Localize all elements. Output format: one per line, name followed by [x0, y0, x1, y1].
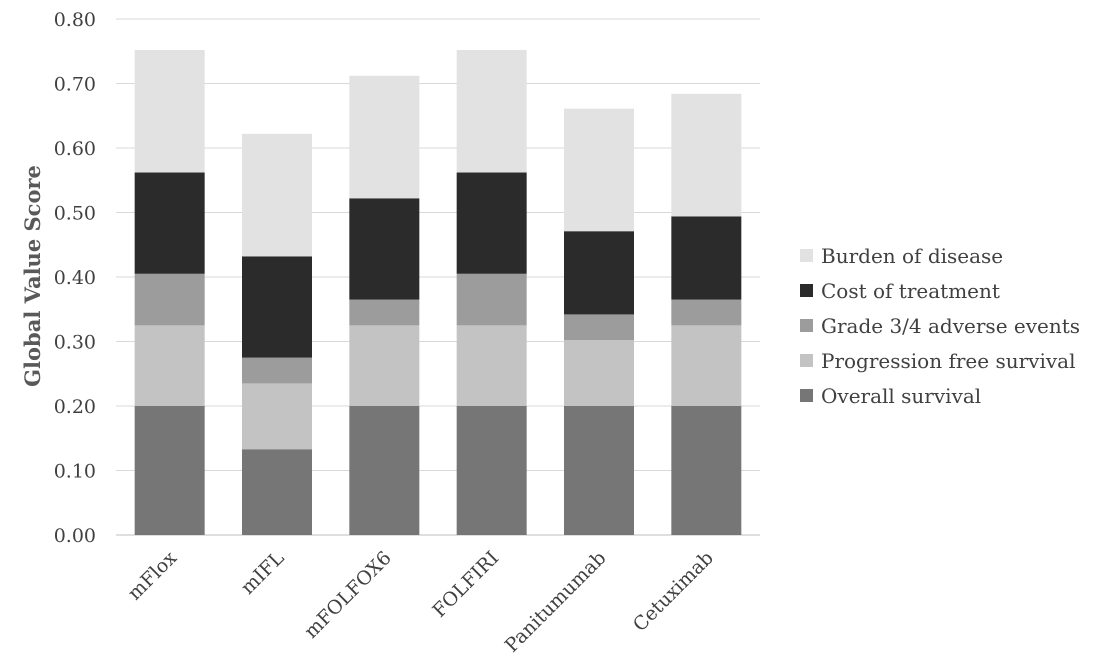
- legend-item: Overall survival: [800, 378, 1080, 413]
- y-tick-label: 0.40: [54, 267, 96, 289]
- y-tick-label: 0.00: [54, 525, 96, 547]
- legend-label: Grade 3/4 adverse events: [821, 313, 1081, 338]
- legend-label: Cost of treatment: [821, 278, 1000, 303]
- y-tick-label: 0.10: [54, 461, 96, 483]
- bar-segment: [564, 231, 634, 315]
- bar-segment: [456, 172, 527, 274]
- bar-segment: [134, 49, 205, 173]
- bar-segment: [456, 406, 527, 535]
- bar-segment: [349, 198, 420, 300]
- bar-segment: [349, 75, 420, 199]
- bar-segment: [456, 49, 527, 173]
- bar-segment: [349, 406, 420, 535]
- bar-segment: [671, 406, 742, 535]
- bar-stack: [671, 93, 742, 535]
- y-tick-label: 0.60: [54, 138, 96, 160]
- legend-label: Burden of disease: [821, 243, 1004, 268]
- x-tick-label: mFOLFOX6: [300, 547, 396, 643]
- legend-item: Cost of treatment: [800, 273, 1080, 308]
- bar-stack: [349, 75, 420, 535]
- legend-item: Burden of disease: [800, 238, 1080, 273]
- x-tick-label: mFlox: [124, 547, 182, 605]
- bar-segment: [564, 314, 634, 341]
- y-axis-tick-labels: 0.00 0.10 0.20 0.30 0.40 0.50 0.60 0.70 0.80: [54, 9, 96, 547]
- legend-label: Overall survival: [821, 383, 982, 408]
- bar-stacks: [134, 49, 742, 535]
- y-tick-label: 0.30: [54, 332, 96, 354]
- y-axis-label: Global Value Score: [20, 165, 45, 387]
- gridlines: [116, 18, 760, 536]
- x-tick-label: mIFL: [237, 547, 289, 599]
- bar-segment: [671, 216, 742, 300]
- x-tick-label: Panitumumab: [501, 547, 611, 657]
- bar-segment: [242, 383, 312, 450]
- legend-label: Progression free survival: [821, 348, 1076, 373]
- bar-segment: [242, 449, 312, 535]
- bar-segment: [456, 325, 527, 406]
- bar-segment: [671, 325, 742, 406]
- legend-swatch: [800, 354, 813, 367]
- bar-segment: [671, 93, 742, 217]
- legend-swatch: [800, 249, 813, 262]
- x-tick-label: FOLFIRI: [428, 547, 503, 622]
- legend-swatch: [800, 319, 813, 332]
- bar-segment: [349, 325, 420, 406]
- y-tick-label: 0.50: [54, 203, 96, 225]
- bar-stack: [242, 133, 312, 535]
- x-tick-label: Cetuximab: [629, 547, 718, 636]
- bar-segment: [242, 357, 312, 384]
- y-tick-label: 0.20: [54, 396, 96, 418]
- bar-segment: [456, 273, 527, 326]
- bar-segment: [564, 108, 634, 232]
- y-tick-label: 0.70: [54, 74, 96, 96]
- bar-segment: [242, 256, 312, 358]
- y-tick-label: 0.80: [54, 9, 96, 31]
- bar-segment: [349, 299, 420, 326]
- bar-segment: [564, 406, 634, 535]
- bar-segment: [671, 299, 742, 326]
- bar-segment: [134, 406, 205, 535]
- legend-swatch: [800, 284, 813, 297]
- legend-item: Grade 3/4 adverse events: [800, 308, 1080, 343]
- legend: Burden of disease Cost of treatment Grade …: [800, 238, 1080, 413]
- bar-segment: [134, 273, 205, 326]
- bar-stack: [134, 49, 205, 535]
- bar-segment: [242, 133, 312, 257]
- bar-segment: [134, 325, 205, 406]
- legend-item: Progression free survival: [800, 343, 1080, 378]
- bar-stack: [564, 108, 634, 535]
- bar-segment: [564, 340, 634, 406]
- bar-stack: [456, 49, 527, 535]
- bar-segment: [134, 172, 205, 274]
- legend-swatch: [800, 389, 813, 402]
